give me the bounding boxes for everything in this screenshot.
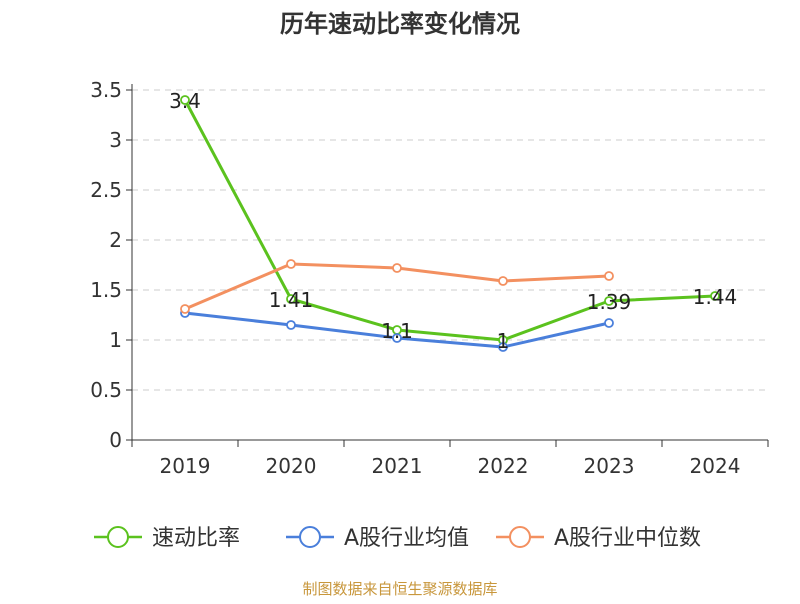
chart-title: 历年速动比率变化情况 bbox=[280, 10, 520, 38]
legend-marker bbox=[509, 526, 531, 548]
y-tick-label: 3.5 bbox=[90, 78, 122, 102]
data-label: 1.1 bbox=[381, 319, 413, 343]
data-point bbox=[286, 294, 296, 304]
y-tick-label: 1 bbox=[109, 328, 122, 352]
data-point bbox=[392, 333, 402, 343]
x-tick-label: 2021 bbox=[372, 454, 423, 478]
data-label: 1.41 bbox=[269, 288, 314, 312]
x-tick-label: 2019 bbox=[160, 454, 211, 478]
data-point bbox=[286, 320, 296, 330]
legend-label: 速动比率 bbox=[152, 526, 240, 551]
y-tick-label: 2.5 bbox=[90, 178, 122, 202]
y-tick-label: 0.5 bbox=[90, 378, 122, 402]
data-label: 1 bbox=[497, 329, 510, 353]
series-lines bbox=[180, 95, 720, 352]
data-point bbox=[604, 271, 614, 281]
grid-lines bbox=[132, 89, 768, 391]
x-tick-label: 2022 bbox=[478, 454, 529, 478]
series-line-0 bbox=[183, 99, 716, 342]
data-point bbox=[392, 263, 402, 273]
data-point bbox=[180, 304, 190, 314]
data-point bbox=[498, 342, 508, 352]
y-tick-label: 3 bbox=[109, 128, 122, 152]
y-tick-label: 2 bbox=[109, 228, 122, 252]
x-tick-label: 2023 bbox=[584, 454, 635, 478]
axes: 0 0.5 1 1.5 2 2.5 3 3.5 2019 2020 2021 2022 2023 2024 bbox=[90, 78, 769, 478]
data-point bbox=[180, 95, 190, 105]
y-tick-label: 0 bbox=[109, 428, 122, 452]
x-tick-label: 2024 bbox=[690, 454, 741, 478]
data-labels: 3.4 1.41 1.1 1 1.39 1.44 bbox=[169, 89, 737, 353]
legend-label: A股行业均值 bbox=[344, 526, 469, 551]
source-note: 制图数据来自恒生聚源数据库 bbox=[302, 580, 497, 598]
legend: 速动比率 A股行业均值 A股行业中位数 bbox=[94, 526, 701, 551]
legend-label: A股行业中位数 bbox=[554, 526, 701, 551]
data-label: 1.39 bbox=[587, 290, 632, 314]
data-label: 1.44 bbox=[693, 285, 738, 309]
data-point bbox=[710, 291, 720, 301]
data-point bbox=[604, 296, 614, 306]
data-label: 3.4 bbox=[169, 89, 201, 113]
y-tick-label: 1.5 bbox=[90, 278, 122, 302]
legend-marker bbox=[299, 526, 321, 548]
x-tick-label: 2020 bbox=[266, 454, 317, 478]
data-point bbox=[286, 259, 296, 269]
legend-marker bbox=[107, 526, 129, 548]
data-point bbox=[604, 318, 614, 328]
data-point bbox=[498, 276, 508, 286]
